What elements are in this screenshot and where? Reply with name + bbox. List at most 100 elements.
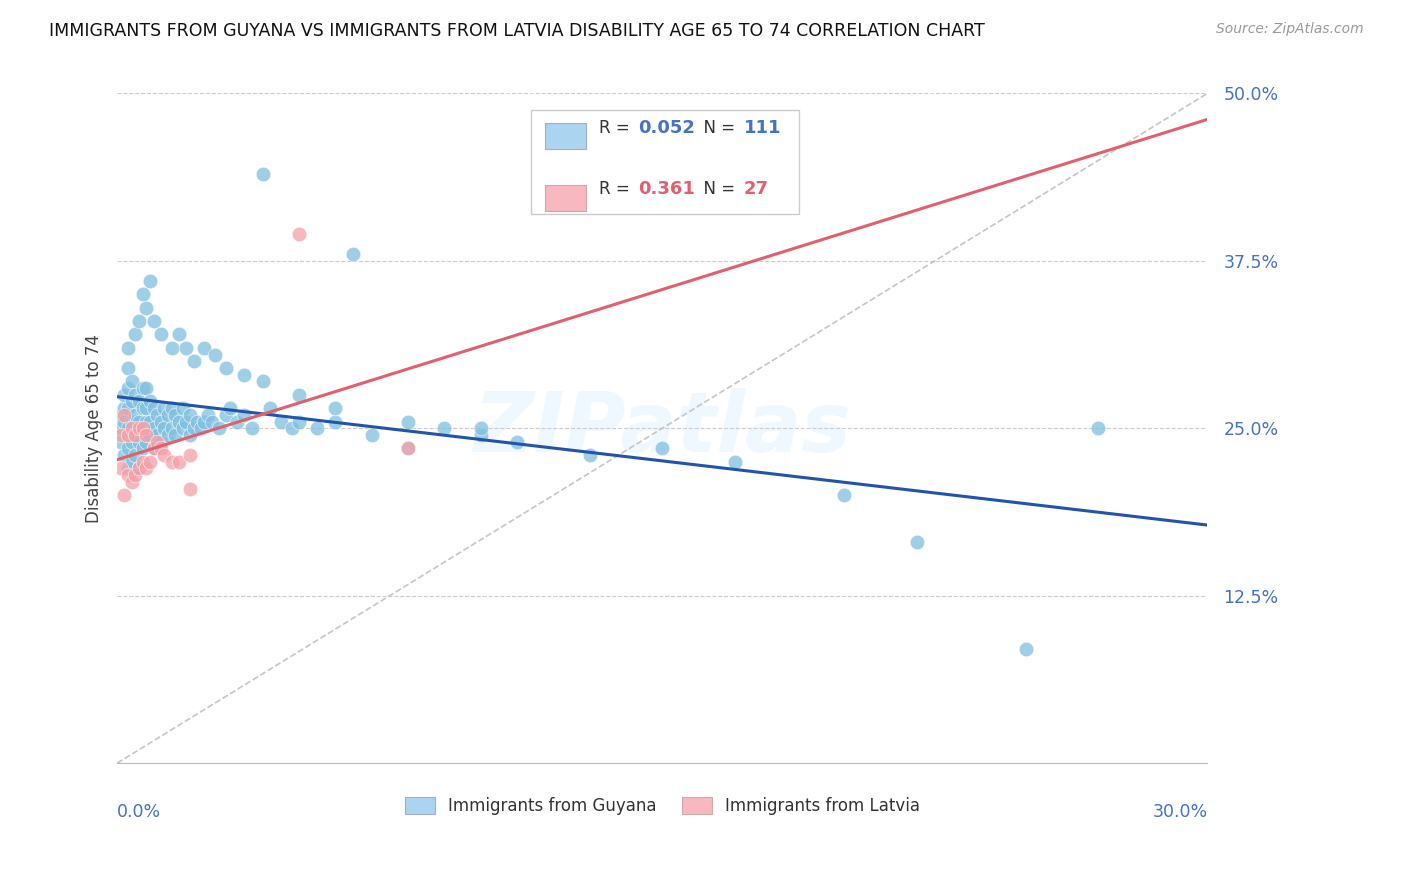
Point (201, 415, 224, 429)
Point (131, 401, 153, 416)
Point (193, 415, 215, 429)
Point (128, 394, 150, 409)
Text: N =: N = (693, 180, 740, 198)
Point (114, 408, 136, 422)
Point (724, 455, 747, 469)
Text: 111: 111 (744, 119, 782, 136)
Point (433, 421, 456, 435)
Point (215, 408, 238, 422)
Point (128, 461, 150, 475)
Point (114, 401, 136, 416)
Legend: Immigrants from Guyana, Immigrants from Latvia: Immigrants from Guyana, Immigrants from … (398, 790, 927, 822)
Point (117, 428, 139, 442)
Point (121, 394, 143, 409)
Point (110, 408, 132, 422)
Point (165, 428, 187, 442)
Point (190, 421, 212, 435)
Point (186, 415, 208, 429)
Point (128, 461, 150, 475)
Point (124, 428, 146, 442)
Point (146, 434, 169, 449)
Point (142, 442, 165, 456)
Point (183, 354, 205, 368)
Point (288, 415, 311, 429)
Point (117, 381, 139, 395)
Point (124, 448, 146, 462)
Point (139, 455, 162, 469)
Point (121, 415, 143, 429)
Point (342, 247, 364, 261)
Point (142, 421, 165, 435)
Point (153, 401, 176, 416)
FancyBboxPatch shape (544, 123, 586, 149)
Point (179, 448, 201, 462)
Point (157, 408, 180, 422)
Point (215, 361, 238, 376)
Point (172, 401, 194, 416)
Text: 30.0%: 30.0% (1153, 804, 1208, 822)
Point (135, 415, 157, 429)
Point (153, 421, 176, 435)
Point (128, 314, 150, 328)
Point (139, 428, 162, 442)
Point (131, 421, 153, 435)
Point (124, 388, 146, 402)
Point (179, 428, 201, 442)
Point (197, 408, 219, 422)
Point (135, 428, 157, 442)
Point (121, 455, 143, 469)
Point (233, 408, 256, 422)
Point (135, 381, 157, 395)
Point (252, 375, 274, 389)
Point (146, 428, 169, 442)
Point (114, 448, 136, 462)
Text: R =: R = (599, 180, 636, 198)
Point (139, 394, 162, 409)
Point (165, 408, 187, 422)
Point (204, 348, 226, 362)
Point (149, 434, 172, 449)
Point (360, 428, 382, 442)
Text: R =: R = (599, 119, 636, 136)
Point (167, 455, 190, 469)
Text: 0.052: 0.052 (638, 119, 695, 136)
Point (160, 455, 183, 469)
Point (135, 461, 157, 475)
Point (142, 314, 165, 328)
Point (193, 341, 215, 355)
FancyBboxPatch shape (531, 110, 799, 214)
Text: 0.361: 0.361 (638, 180, 695, 198)
Text: Source: ZipAtlas.com: Source: ZipAtlas.com (1216, 22, 1364, 37)
Point (135, 301, 157, 315)
Text: 0.0%: 0.0% (117, 804, 162, 822)
Point (179, 408, 201, 422)
Point (117, 341, 139, 355)
Point (226, 415, 249, 429)
Point (121, 421, 143, 435)
Point (160, 401, 183, 416)
Point (651, 442, 673, 456)
Point (259, 401, 281, 416)
Point (578, 448, 600, 462)
Point (396, 442, 419, 456)
Text: 27: 27 (744, 180, 769, 198)
Point (114, 488, 136, 502)
Point (124, 428, 146, 442)
Point (114, 415, 136, 429)
Point (240, 421, 263, 435)
Point (157, 428, 180, 442)
Point (179, 482, 201, 496)
Point (218, 401, 240, 416)
Point (149, 442, 172, 456)
Point (142, 442, 165, 456)
Point (323, 415, 346, 429)
Point (280, 421, 302, 435)
Point (117, 461, 139, 475)
Point (149, 327, 172, 342)
Point (167, 415, 190, 429)
Point (323, 401, 346, 416)
Point (117, 421, 139, 435)
Point (135, 434, 157, 449)
Point (110, 428, 132, 442)
Point (160, 421, 183, 435)
